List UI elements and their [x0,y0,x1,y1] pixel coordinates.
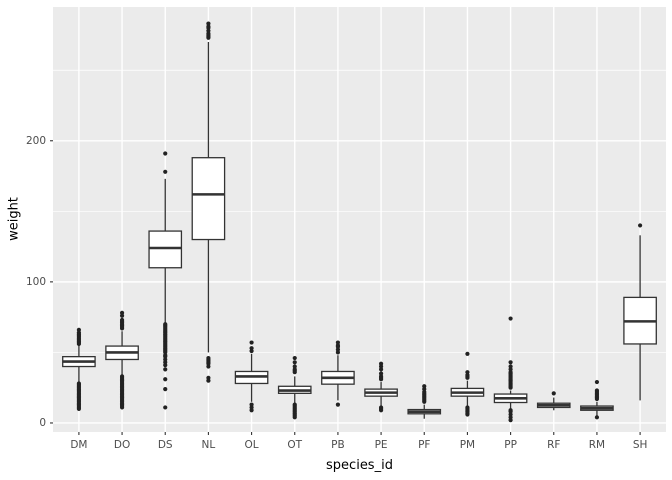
outlier-point [249,340,254,345]
outlier-point [76,381,82,386]
outlier-point [163,151,168,156]
outlier-point [335,340,341,345]
outlier-point [163,387,168,392]
outlier-point [163,377,168,382]
outlier-point [637,223,643,228]
y-tick-label: 200 [25,134,46,147]
outlier-point [292,360,297,365]
outlier-point [206,355,211,361]
x-tick-label-NL: NL [201,439,216,451]
outlier-point [465,405,470,410]
x-tick-label-DO: DO [113,439,131,451]
boxplot-PE [364,361,398,413]
x-tick-label-RM: RM [588,439,606,451]
boxplot-DO [105,310,139,410]
outlier-point [508,316,513,321]
y-axis-title: weight [6,197,22,241]
outlier-point [508,364,513,369]
outlier-point [292,402,297,407]
outlier-point [378,361,384,366]
x-tick-label-PP: PP [504,439,517,451]
boxplot-OL [234,340,269,413]
y-tick-label: 100 [25,275,46,288]
box-iqr [148,230,183,269]
boxplot-NL [191,21,226,383]
boxplot-RF [536,391,571,411]
outlier-point [119,310,125,316]
outlier-point [163,322,168,327]
outlier-point [206,21,211,26]
outlier-point [378,371,384,376]
x-tick-label-PM: PM [459,439,476,451]
outlier-point [76,327,82,332]
outlier-point [594,379,600,385]
boxplot-PM [450,351,485,417]
outlier-point [551,391,556,396]
outlier-point [594,415,600,420]
x-axis-title: species_id [326,458,393,473]
x-tick-label-SH: SH [632,439,648,451]
outlier-point [119,374,125,379]
outlier-point [163,169,168,174]
outlier-point [422,384,427,389]
x-tick-label-DM: DM [70,439,88,451]
x-tick-label-OT: OT [287,439,303,451]
boxplot-RM [580,379,614,420]
x-tick-label-PF: PF [418,439,431,451]
x-tick-label-PB: PB [331,439,345,451]
outlier-point [206,375,211,380]
outlier-point [594,388,600,393]
outlier-point [292,364,297,369]
outlier-point [163,367,168,372]
boxplot-PF [407,384,442,419]
boxplot-DS [148,151,183,410]
x-tick-label-OL: OL [244,439,259,451]
boxplot-PP [493,316,528,423]
outlier-point [119,317,125,323]
box-iqr [191,157,226,241]
outlier-point [508,408,513,413]
boxplot-DM [62,327,96,411]
x-tick-label-DS: DS [157,439,173,451]
outlier-point [378,405,384,410]
panel-background [53,7,666,432]
outlier-point [292,355,297,361]
y-tick-label: 0 [39,416,46,429]
outlier-point [465,370,470,375]
boxplot-OT [277,355,312,420]
x-tick-label-RF: RF [547,439,561,451]
outlier-point [335,402,341,407]
outlier-point [249,346,254,351]
boxplot-PB [321,340,355,407]
outlier-point [249,402,254,407]
boxplot-SH [623,223,657,401]
x-tick-label-PE: PE [374,439,388,451]
outlier-point [508,360,513,365]
outlier-point [163,405,168,410]
outlier-point [465,351,470,356]
